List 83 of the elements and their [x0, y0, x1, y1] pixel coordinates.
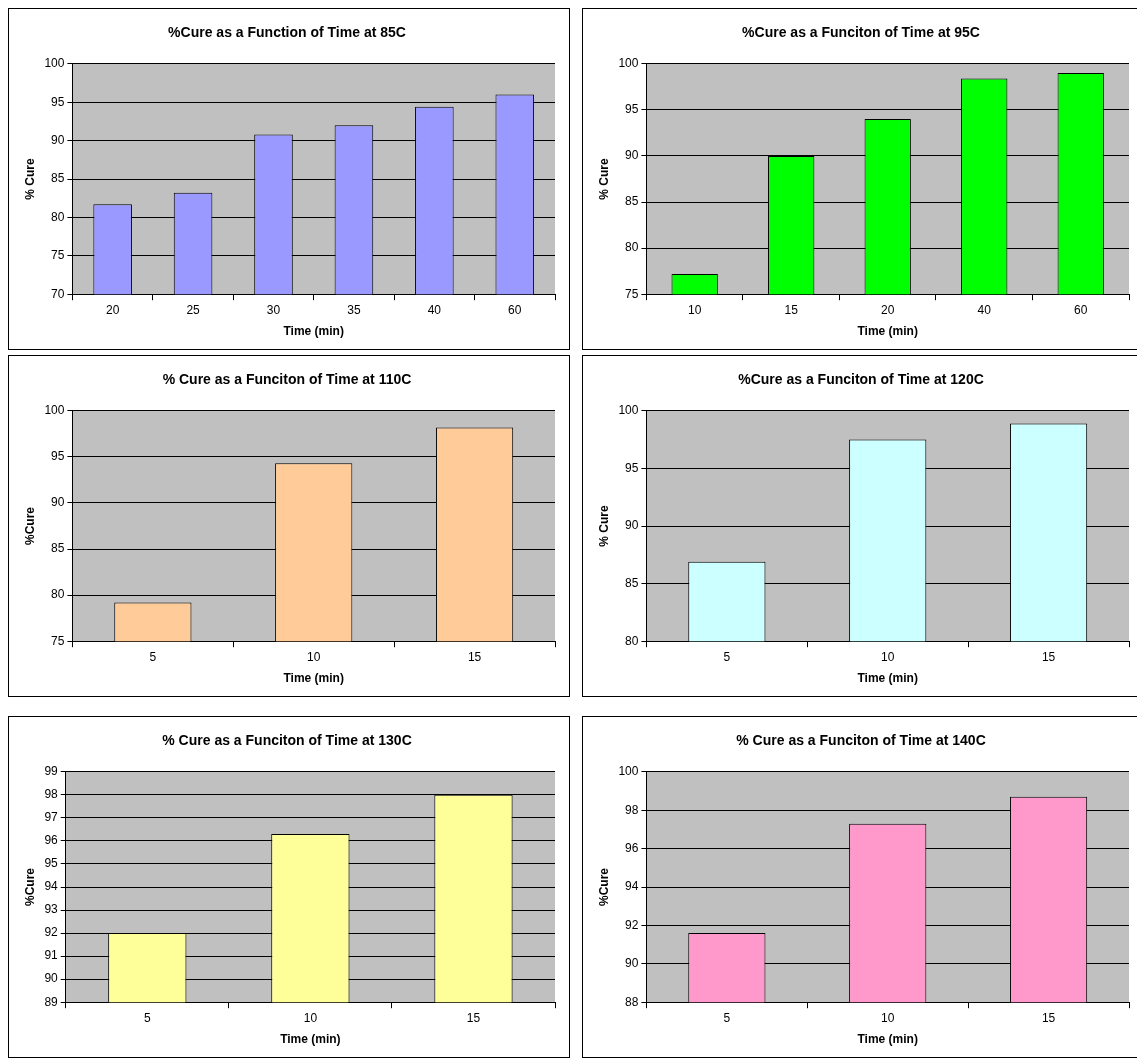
y-tick-label: 90 [625, 518, 639, 533]
x-tick-label: 40 [427, 302, 442, 317]
y-tick-label: 90 [625, 148, 639, 163]
x-tick-label: 20 [881, 302, 895, 317]
y-tick-label: 85 [625, 575, 639, 590]
y-axis-title: % Cure [596, 158, 611, 200]
y-tick-label: 85 [51, 541, 65, 556]
y-tick-label: 90 [625, 956, 639, 971]
x-tick-label: 5 [723, 649, 731, 664]
y-tick-label: 75 [51, 248, 65, 263]
y-tick-label: 95 [51, 449, 65, 464]
y-tick-label: 98 [625, 802, 639, 817]
y-tick-label: 95 [44, 856, 59, 871]
y-tick-label: 95 [51, 94, 65, 109]
y-tick-label: 100 [618, 764, 639, 779]
chart-title: %Cure as a Function of Time at 85C [168, 24, 406, 41]
y-tick-label: 90 [44, 971, 59, 986]
y-tick-label: 96 [625, 840, 639, 855]
y-tick-label: 95 [625, 460, 639, 475]
y-tick-label: 94 [44, 879, 59, 894]
y-axis-title: %Cure [596, 867, 611, 907]
y-tick-label: 90 [51, 132, 65, 147]
y-tick-label: 100 [44, 403, 65, 418]
x-axis-title: Time (min) [283, 324, 344, 339]
x-axis-title: Time (min) [283, 671, 344, 686]
y-tick-label: 88 [625, 994, 639, 1009]
y-tick-label: 92 [625, 917, 639, 932]
y-tick-label: 100 [618, 403, 639, 418]
y-tick-label: 98 [44, 787, 59, 802]
x-tick-label: 15 [1041, 649, 1056, 664]
x-tick-label: 40 [977, 302, 992, 317]
chart-title: %Cure as a Funciton of Time at 95C [742, 24, 980, 41]
y-tick-label: 80 [51, 209, 65, 224]
y-tick-label: 85 [51, 171, 65, 186]
y-tick-label: 80 [625, 240, 639, 255]
x-tick-label: 60 [1074, 302, 1088, 317]
y-tick-label: 100 [618, 56, 639, 71]
y-tick-label: 70 [51, 286, 65, 301]
x-axis-title: Time (min) [857, 324, 918, 339]
y-axis-title: %Cure [22, 867, 37, 907]
x-tick-label: 15 [1041, 1010, 1056, 1025]
y-tick-label: 93 [44, 902, 59, 917]
y-tick-label: 92 [44, 925, 59, 940]
y-axis-title: % Cure [22, 158, 37, 200]
x-tick-label: 5 [143, 1010, 151, 1025]
y-tick-label: 100 [44, 56, 65, 71]
x-tick-label: 15 [466, 1010, 481, 1025]
x-tick-label: 20 [105, 302, 120, 317]
x-tick-label: 30 [266, 302, 281, 317]
y-tick-label: 85 [625, 194, 639, 209]
y-tick-label: 99 [44, 764, 59, 779]
y-tick-label: 91 [44, 948, 59, 963]
x-tick-label: 15 [784, 302, 799, 317]
y-tick-label: 97 [44, 810, 59, 825]
x-tick-label: 10 [881, 649, 895, 664]
x-axis-title: Time (min) [857, 671, 918, 686]
chart-title: %Cure as a Funciton of Time at 120C [738, 371, 984, 388]
y-axis-title: %Cure [22, 506, 37, 546]
x-axis-title: Time (min) [280, 1032, 341, 1047]
chart-title: % Cure as a Funciton of Time at 110C [162, 371, 412, 388]
chart-title: % Cure as a Funciton of Time at 140C [736, 732, 986, 749]
y-tick-label: 80 [625, 633, 639, 648]
x-tick-label: 60 [508, 302, 522, 317]
x-tick-label: 10 [303, 1010, 318, 1025]
x-tick-label: 35 [347, 302, 361, 317]
y-tick-label: 95 [625, 102, 639, 117]
x-tick-label: 25 [186, 302, 201, 317]
x-tick-label: 15 [467, 649, 482, 664]
x-tick-label: 5 [149, 649, 157, 664]
x-tick-label: 5 [723, 1010, 731, 1025]
y-tick-label: 75 [625, 286, 639, 301]
y-tick-label: 75 [51, 633, 65, 648]
chart-title: % Cure as a Funciton of Time at 130C [162, 732, 412, 749]
y-axis-title: % Cure [596, 505, 611, 547]
y-tick-label: 90 [51, 495, 65, 510]
y-tick-label: 96 [44, 833, 59, 848]
x-tick-label: 10 [881, 1010, 895, 1025]
x-tick-label: 10 [307, 649, 321, 664]
y-tick-label: 80 [51, 587, 65, 602]
y-tick-label: 94 [625, 879, 639, 894]
y-tick-label: 89 [44, 994, 59, 1009]
x-tick-label: 10 [688, 302, 702, 317]
x-axis-title: Time (min) [857, 1032, 918, 1047]
